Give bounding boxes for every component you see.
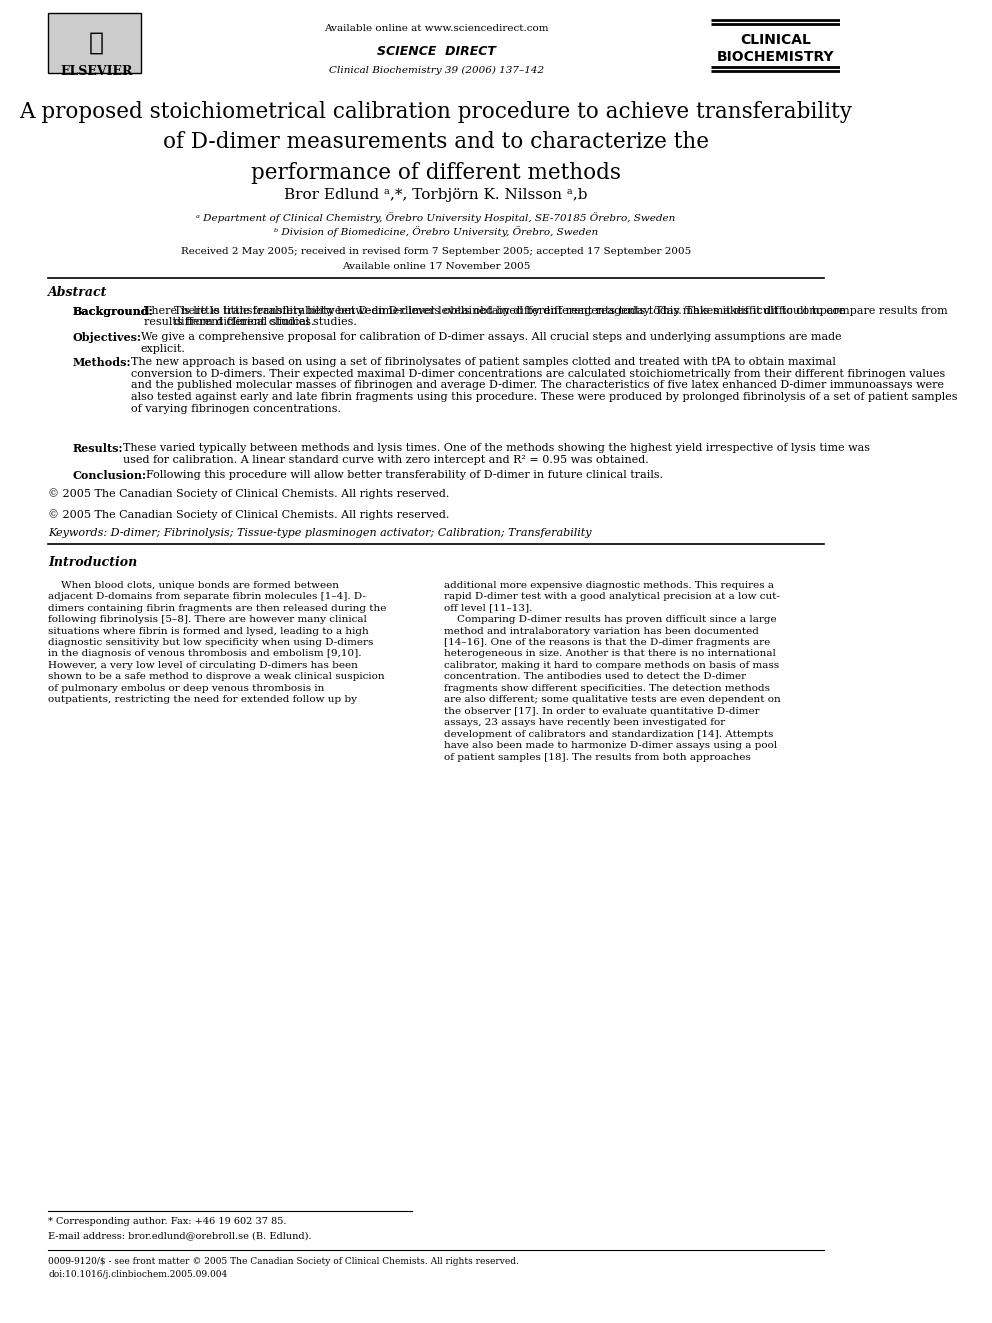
FancyBboxPatch shape [49, 13, 141, 73]
Text: Introduction: Introduction [49, 556, 138, 569]
Text: We give a comprehensive proposal for calibration of D-dimer assays. All crucial : We give a comprehensive proposal for cal… [141, 332, 841, 353]
Text: * Corresponding author. Fax: +46 19 602 37 85.: * Corresponding author. Fax: +46 19 602 … [49, 1217, 287, 1226]
Text: Objectives:: Objectives: [72, 332, 142, 343]
Text: Background:: Background: [72, 306, 153, 316]
Text: Clinical Biochemistry 39 (2006) 137–142: Clinical Biochemistry 39 (2006) 137–142 [328, 66, 544, 75]
Text: ᵃ Department of Clinical Chemistry, Örebro University Hospital, SE-70185 Örebro,: ᵃ Department of Clinical Chemistry, Öreb… [196, 212, 676, 222]
Text: Keywords: D-dimer; Fibrinolysis; Tissue-type plasminogen activator; Calibration;: Keywords: D-dimer; Fibrinolysis; Tissue-… [49, 528, 592, 538]
Text: Methods:: Methods: [72, 357, 131, 368]
Text: There is little transferability between D-dimer levels obtained by different rea: There is little transferability between … [144, 306, 845, 327]
Text: The new approach is based on using a set of fibrinolysates of patient samples cl: The new approach is based on using a set… [131, 357, 957, 414]
Text: © 2005 The Canadian Society of Clinical Chemists. All rights reserved.: © 2005 The Canadian Society of Clinical … [49, 509, 449, 520]
Text: © 2005 The Canadian Society of Clinical Chemists. All rights reserved.: © 2005 The Canadian Society of Clinical … [49, 488, 449, 499]
Text: doi:10.1016/j.clinbiochem.2005.09.004: doi:10.1016/j.clinbiochem.2005.09.004 [49, 1270, 227, 1279]
Text: Following this procedure will allow better transferability of D-dimer in future : Following this procedure will allow bett… [146, 470, 664, 480]
Text: 0009-9120/$ - see front matter © 2005 The Canadian Society of Clinical Chemists.: 0009-9120/$ - see front matter © 2005 Th… [49, 1257, 519, 1266]
Text: CLINICAL: CLINICAL [740, 33, 810, 48]
Text: SCIENCE  DIRECT: SCIENCE DIRECT [377, 45, 496, 58]
Text: 🌍: 🌍 [89, 30, 104, 54]
Text: E-mail address: bror.edlund@orebroll.se (B. Edlund).: E-mail address: bror.edlund@orebroll.se … [49, 1232, 311, 1241]
Text: These varied typically between methods and lysis times. One of the methods showi: These varied typically between methods a… [123, 443, 870, 464]
Text: additional more expensive diagnostic methods. This requires a
rapid D-dimer test: additional more expensive diagnostic met… [444, 581, 781, 762]
Text: There is little transferability between D-dimer levels obtained by different rea: There is little transferability between … [174, 306, 947, 327]
Text: BIOCHEMISTRY: BIOCHEMISTRY [716, 50, 834, 65]
Text: ELSEVIER: ELSEVIER [61, 65, 133, 78]
Text: Available online at www.sciencedirect.com: Available online at www.sciencedirect.co… [323, 24, 549, 33]
Text: ᵇ Division of Biomedicine, Örebro University, Örebro, Sweden: ᵇ Division of Biomedicine, Örebro Univer… [274, 226, 598, 237]
Text: A proposed stoichiometrical calibration procedure to achieve transferability
of : A proposed stoichiometrical calibration … [20, 101, 852, 184]
Text: Abstract: Abstract [49, 286, 108, 299]
Text: When blood clots, unique bonds are formed between
adjacent D-domains from separa: When blood clots, unique bonds are forme… [49, 581, 387, 704]
Text: Background:: Background: [72, 306, 153, 316]
Text: Received 2 May 2005; received in revised form 7 September 2005; accepted 17 Sept: Received 2 May 2005; received in revised… [181, 247, 691, 257]
Text: Conclusion:: Conclusion: [72, 470, 147, 480]
Text: Results:: Results: [72, 443, 123, 454]
Text: Available online 17 November 2005: Available online 17 November 2005 [342, 262, 531, 271]
Text: Bror Edlund ᵃ,*, Torbjörn K. Nilsson ᵃ,b: Bror Edlund ᵃ,*, Torbjörn K. Nilsson ᵃ,b [285, 188, 588, 202]
